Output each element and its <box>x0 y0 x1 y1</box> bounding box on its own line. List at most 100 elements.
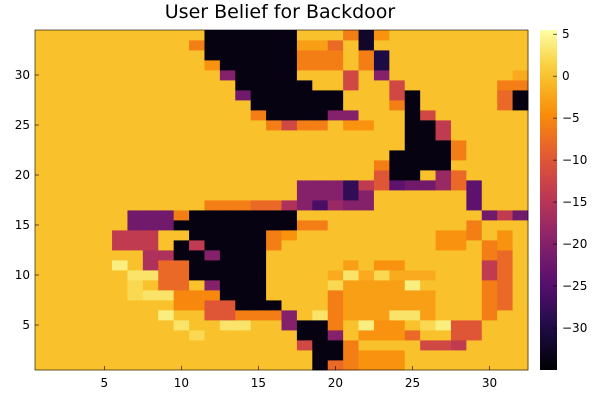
heatmap-cell <box>142 270 159 281</box>
heatmap-cell <box>81 180 98 191</box>
heatmap-cell <box>35 50 51 61</box>
heatmap-cell <box>404 240 421 251</box>
heatmap-cell <box>358 210 375 221</box>
heatmap-cell <box>173 190 190 201</box>
heatmap-cell <box>481 200 498 211</box>
heatmap-cell <box>450 240 467 251</box>
heatmap-cell <box>50 120 67 131</box>
heatmap-cell <box>343 30 359 41</box>
heatmap-cell <box>173 130 190 141</box>
heatmap-cell <box>96 270 113 281</box>
heatmap-cell <box>296 260 313 271</box>
heatmap-cell <box>65 200 82 211</box>
heatmap-cell <box>373 280 390 291</box>
heatmap-cell <box>96 240 113 251</box>
heatmap-cell <box>497 130 513 141</box>
heatmap-cell <box>204 290 221 301</box>
heatmap-cell <box>420 190 436 201</box>
heatmap-cell <box>50 220 67 231</box>
heatmap-cell <box>250 330 267 341</box>
heatmap-cell <box>235 90 252 101</box>
heatmap-cell <box>127 140 144 151</box>
heatmap-cell <box>235 210 252 221</box>
heatmap-cell <box>189 150 205 161</box>
heatmap-cell <box>373 320 390 331</box>
heatmap-cell <box>158 220 175 231</box>
heatmap-cell <box>296 270 313 281</box>
heatmap-cell <box>327 160 344 171</box>
heatmap-cell <box>142 160 159 171</box>
heatmap-cell <box>112 210 128 221</box>
heatmap-cell <box>435 100 452 111</box>
heatmap-cell <box>450 260 467 271</box>
heatmap-cell <box>235 360 252 371</box>
heatmap-cell <box>158 360 175 371</box>
heatmap-cell <box>219 180 236 191</box>
heatmap-cell <box>189 330 205 341</box>
heatmap-cell <box>189 130 205 141</box>
heatmap-cell <box>404 330 421 341</box>
heatmap-cell <box>481 180 498 191</box>
heatmap-cell <box>250 80 267 91</box>
heatmap-cell <box>204 350 221 361</box>
heatmap-cell <box>281 150 298 161</box>
heatmap-cell <box>127 120 144 131</box>
heatmap-cell <box>358 70 375 81</box>
heatmap-cell <box>296 90 313 101</box>
heatmap-cell <box>81 340 98 351</box>
heatmap-cell <box>296 330 313 341</box>
heatmap-cell <box>250 70 267 81</box>
heatmap-cell <box>312 90 329 101</box>
heatmap-cell <box>512 80 529 91</box>
heatmap-cell <box>404 270 421 281</box>
heatmap-cell <box>435 120 452 131</box>
heatmap-cell <box>358 90 375 101</box>
heatmap-cell <box>450 100 467 111</box>
heatmap-cell <box>404 150 421 161</box>
heatmap-cell <box>420 230 436 241</box>
heatmap-cell <box>343 260 359 271</box>
heatmap-cell <box>281 180 298 191</box>
heatmap-cell <box>219 210 236 221</box>
heatmap-cell <box>250 310 267 321</box>
heatmap-cell <box>35 120 51 131</box>
heatmap-cell <box>312 200 329 211</box>
heatmap-cell <box>173 320 190 331</box>
heatmap-cell <box>497 290 513 301</box>
heatmap-cell <box>373 230 390 241</box>
heatmap-cell <box>127 350 144 361</box>
heatmap-cell <box>296 220 313 231</box>
heatmap-cell <box>497 50 513 61</box>
heatmap-cell <box>450 120 467 131</box>
heatmap-cell <box>158 30 175 41</box>
heatmap-cell <box>358 320 375 331</box>
heatmap-cell <box>204 90 221 101</box>
heatmap-cell <box>497 70 513 81</box>
heatmap-cell <box>358 300 375 311</box>
heatmap-cell <box>96 170 113 181</box>
heatmap-cell <box>404 100 421 111</box>
heatmap-cell <box>35 130 51 141</box>
heatmap-cell <box>497 320 513 331</box>
heatmap-cell <box>266 260 282 271</box>
heatmap-cell <box>235 120 252 131</box>
heatmap-cell <box>373 100 390 111</box>
heatmap-cell <box>189 90 205 101</box>
heatmap-cell <box>389 130 406 141</box>
heatmap-cell <box>420 310 436 321</box>
heatmap-cell <box>450 190 467 201</box>
heatmap-cell <box>420 130 436 141</box>
heatmap-cell <box>96 360 113 371</box>
heatmap-cell <box>466 170 483 181</box>
heatmap-cell <box>65 320 82 331</box>
heatmap-cell <box>389 280 406 291</box>
heatmap-cell <box>173 270 190 281</box>
heatmap-cell <box>112 240 128 251</box>
heatmap-cell <box>296 300 313 311</box>
heatmap-cell <box>466 220 483 231</box>
heatmap-cell <box>389 270 406 281</box>
heatmap-cell <box>466 150 483 161</box>
heatmap-cell <box>296 310 313 321</box>
heatmap-cell <box>112 170 128 181</box>
heatmap-cell <box>204 320 221 331</box>
